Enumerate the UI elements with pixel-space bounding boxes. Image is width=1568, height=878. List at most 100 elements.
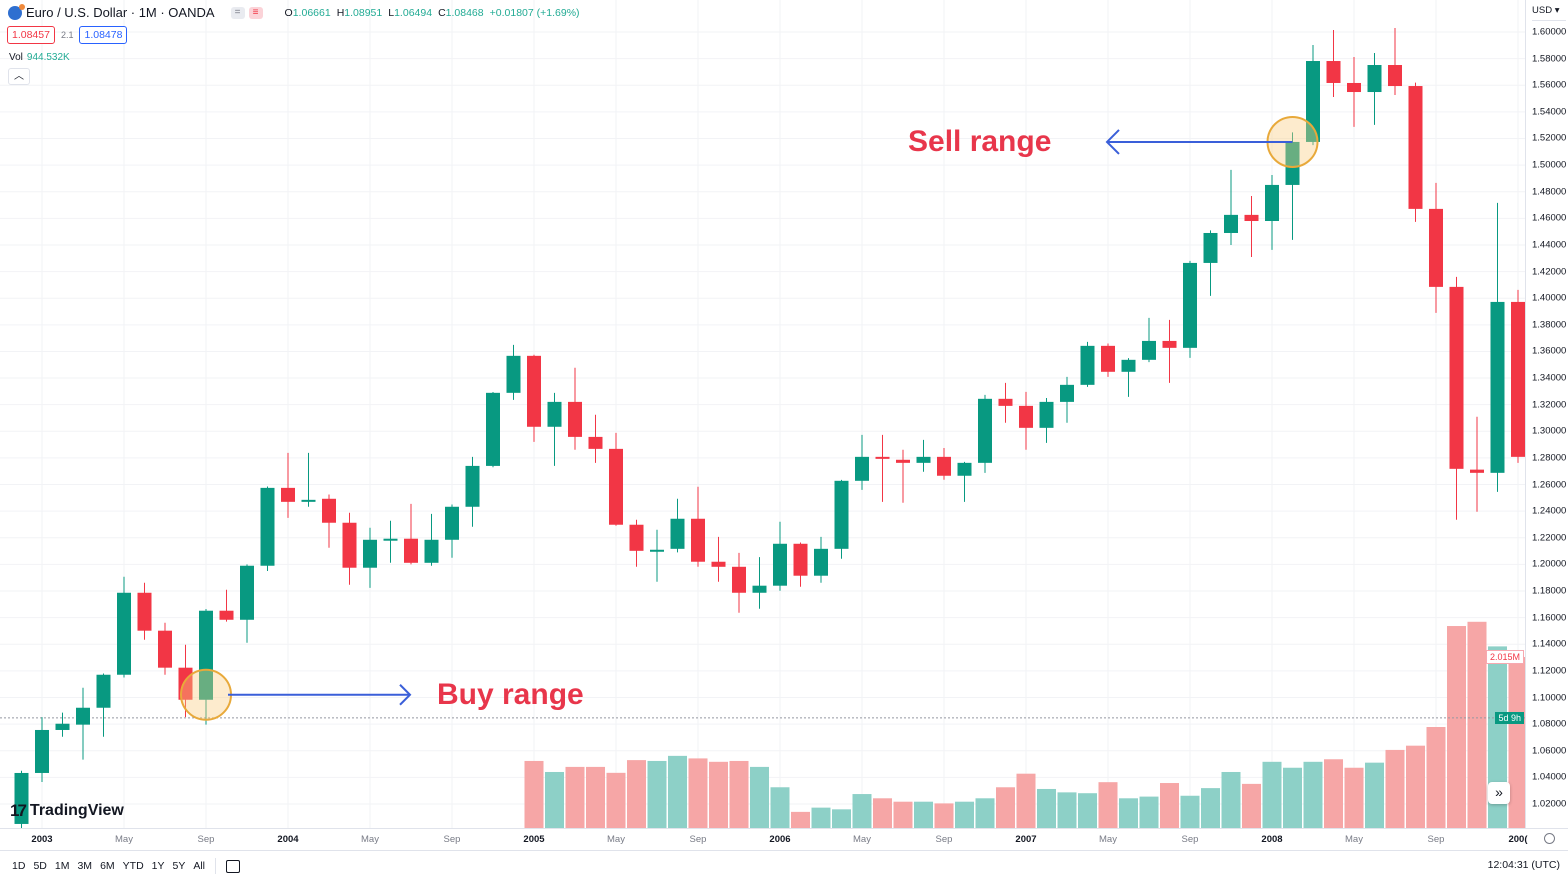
settings-gear-icon[interactable] — [1544, 833, 1555, 844]
range-button-1d[interactable]: 1D — [12, 860, 26, 872]
range-button-1y[interactable]: 1Y — [151, 860, 165, 872]
candle — [691, 486, 705, 567]
range-button-5d[interactable]: 5D — [33, 860, 47, 872]
currency-selector[interactable]: USD ▾ — [1532, 5, 1566, 21]
menu-icon[interactable]: ≡ — [248, 6, 263, 19]
candle-body — [773, 543, 787, 586]
candlestick-chart[interactable] — [0, 0, 1525, 828]
volume-bar — [1098, 782, 1118, 828]
candle — [342, 512, 357, 585]
volume-bar — [1303, 761, 1323, 828]
price-axis[interactable]: USD ▾ 1.60000 1.58000 1.56000 1.54000 1.5200… — [1485, 0, 1568, 828]
range-button-ytd[interactable]: YTD — [122, 860, 144, 872]
scroll-to-realtime-button[interactable]: » — [1488, 782, 1510, 804]
price-tick-label: 1.08000 — [1532, 718, 1567, 730]
candle — [875, 434, 890, 502]
candle-body — [875, 456, 890, 459]
candle-body — [978, 398, 992, 463]
time-axis[interactable]: 2003 May Sep 2004 May Sep 2005 May Sep 2006 May Sep… — [0, 828, 1568, 851]
time-tick-label: May — [607, 834, 625, 845]
price-tick-label: 1.36000 — [1532, 345, 1567, 357]
candle-body — [363, 539, 377, 568]
time-tick-label: Sep — [443, 834, 461, 845]
candle-body — [35, 729, 49, 773]
volume-bar — [1221, 771, 1241, 828]
currency-flag-icon — [8, 3, 25, 20]
candle — [1511, 289, 1525, 463]
candle — [1203, 230, 1218, 296]
candle — [773, 521, 787, 591]
candle-body — [588, 436, 603, 449]
price-tick-label: 1.12000 — [1532, 665, 1567, 677]
candle-body — [1183, 262, 1197, 348]
price-tick-label: 1.28000 — [1532, 452, 1567, 464]
candle-body — [957, 462, 972, 476]
candle — [137, 582, 152, 640]
candle — [1408, 82, 1423, 222]
price-tick-label: 1.16000 — [1532, 612, 1567, 624]
candle — [855, 434, 869, 490]
symbol-title[interactable]: Euro / U.S. Dollar · 1M · OANDA — [26, 5, 215, 20]
candle — [834, 479, 849, 559]
candle — [35, 717, 49, 783]
sell-button[interactable]: 1.08457 — [7, 26, 55, 44]
time-tick-label: 2007 — [1015, 834, 1037, 845]
range-button-6m[interactable]: 6M — [100, 860, 115, 872]
volume-bar — [709, 761, 728, 828]
volume-bar — [1344, 767, 1364, 828]
candle — [588, 414, 603, 463]
candle-body — [1326, 61, 1341, 83]
candle-body — [137, 592, 152, 631]
range-button-3m[interactable]: 3M — [77, 860, 93, 872]
candle — [896, 449, 910, 503]
candle-body — [158, 630, 172, 668]
candle-body — [1285, 141, 1300, 185]
time-tick-label: May — [1099, 834, 1117, 845]
trade-panel: 1.08457 2.1 1.08478 — [7, 26, 128, 44]
candle — [363, 527, 377, 588]
volume-bar — [1037, 788, 1056, 828]
candle — [117, 576, 131, 678]
candle — [404, 503, 418, 565]
candle — [76, 687, 90, 760]
candle-body — [732, 566, 746, 593]
candle-body — [1142, 340, 1156, 360]
time-tick-label: May — [1345, 834, 1363, 845]
candle-body — [834, 480, 849, 549]
tradingview-logo[interactable]: 17 TradingView — [10, 801, 124, 821]
time-tick-label: 2004 — [277, 834, 299, 845]
candle — [793, 542, 808, 587]
toolbar-divider — [215, 858, 217, 874]
range-button-5y[interactable]: 5Y — [172, 860, 186, 872]
price-tick-label: 1.24000 — [1532, 505, 1567, 517]
buy-button[interactable]: 1.08478 — [79, 26, 128, 44]
price-tick-label: 1.46000 — [1532, 212, 1567, 224]
candle-body — [711, 561, 726, 567]
range-button-all[interactable]: All — [193, 860, 206, 872]
price-tick-label: 1.56000 — [1532, 79, 1567, 91]
candle — [240, 564, 254, 643]
candle-body — [1449, 286, 1464, 469]
calendar-goto-date-icon[interactable] — [226, 859, 241, 873]
price-tick-label: 1.10000 — [1532, 692, 1567, 703]
candle-body — [1306, 61, 1320, 142]
candle-body — [896, 459, 910, 463]
volume-bar — [729, 760, 749, 828]
clock[interactable]: 12:04:31 (UTC) — [1487, 859, 1560, 871]
highlight-circle — [180, 668, 232, 721]
candle-body — [752, 585, 767, 593]
volume-bar — [770, 787, 790, 828]
equal-icon[interactable]: = — [230, 6, 245, 19]
candle-body — [547, 401, 562, 427]
chevron-up-icon[interactable]: ︿ — [8, 68, 30, 85]
range-button-1m[interactable]: 1M — [54, 860, 70, 872]
ohlc-values: O1.06661 H1.08951 L1.06494 C1.08468 +0.0… — [285, 7, 580, 19]
low-label: L — [388, 6, 395, 19]
volume-bar — [996, 787, 1015, 828]
volume-bar — [1406, 745, 1425, 828]
candle — [1162, 319, 1177, 383]
candle — [814, 536, 828, 583]
candle — [1060, 376, 1074, 423]
volume-bar — [668, 755, 687, 828]
candle-body — [1490, 301, 1505, 473]
